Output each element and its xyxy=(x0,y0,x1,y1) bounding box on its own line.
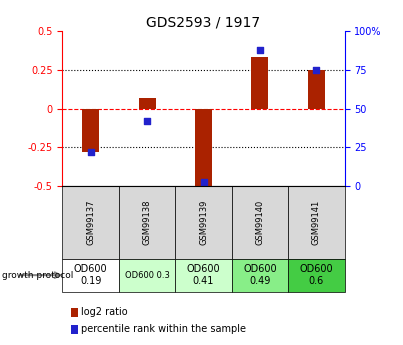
Bar xyxy=(62,259,119,292)
Text: GSM99141: GSM99141 xyxy=(312,200,321,245)
Text: OD600 0.3: OD600 0.3 xyxy=(125,270,170,280)
Text: OD600
0.6: OD600 0.6 xyxy=(299,264,333,286)
Point xyxy=(200,179,207,184)
Bar xyxy=(288,186,345,259)
Bar xyxy=(175,186,232,259)
Text: GSM99138: GSM99138 xyxy=(143,200,152,245)
Text: OD600
0.19: OD600 0.19 xyxy=(74,264,108,286)
Text: GSM99139: GSM99139 xyxy=(199,200,208,245)
Bar xyxy=(308,70,325,109)
Text: GSM99137: GSM99137 xyxy=(86,200,95,245)
Bar xyxy=(119,186,175,259)
Bar xyxy=(288,259,345,292)
Text: OD600
0.49: OD600 0.49 xyxy=(243,264,277,286)
Text: OD600
0.41: OD600 0.41 xyxy=(187,264,220,286)
Bar xyxy=(232,186,288,259)
Text: GSM99140: GSM99140 xyxy=(256,200,264,245)
Point xyxy=(257,47,263,52)
Bar xyxy=(62,186,119,259)
Point xyxy=(144,118,150,124)
Point xyxy=(87,149,94,155)
Title: GDS2593 / 1917: GDS2593 / 1917 xyxy=(146,16,261,30)
Text: percentile rank within the sample: percentile rank within the sample xyxy=(81,325,246,334)
Bar xyxy=(232,259,288,292)
Text: growth protocol: growth protocol xyxy=(2,270,73,280)
Point xyxy=(313,67,320,73)
Bar xyxy=(175,259,232,292)
Text: log2 ratio: log2 ratio xyxy=(81,307,128,317)
Bar xyxy=(251,57,268,109)
Bar xyxy=(139,98,156,109)
Bar xyxy=(195,109,212,189)
Bar xyxy=(82,109,99,152)
Bar xyxy=(119,259,175,292)
